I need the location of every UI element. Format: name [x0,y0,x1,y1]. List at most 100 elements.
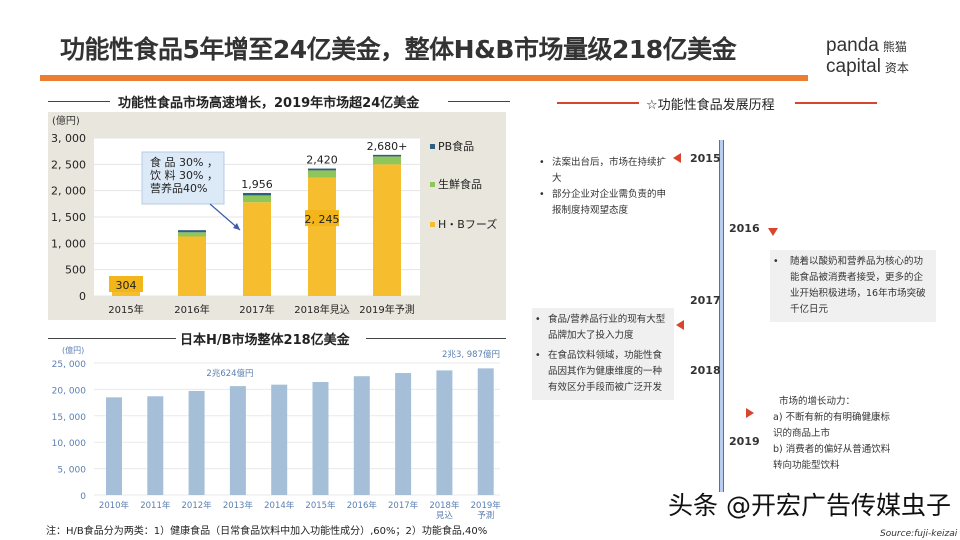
slide-title: 功能性食品5年增至24亿美金，整体H&B市场量级218亿美金 [60,35,737,64]
y-axis-unit: (億円) [52,114,80,127]
legend-swatch [430,182,435,187]
x-tick-label: 2018年見込 [294,303,349,316]
y-tick-label: 15, 000 [52,413,87,423]
panda-capital-logo: panda 熊猫 capital 资本 [826,36,909,78]
divider [448,101,510,102]
year-2015: 2015 [690,152,721,165]
arrow-down-icon [768,228,778,236]
logo-text: capital [826,56,881,77]
legend-swatch [430,222,435,227]
x-tick-label: 2019年 [471,500,502,511]
timeline-title: ☆功能性食品发展历程 [646,98,775,113]
bar [477,368,494,495]
annotation-2019: 2兆3, 987億円 [442,349,500,360]
annotation-box [141,151,225,205]
divider [795,102,877,104]
logo-cn: 熊猫 [882,40,907,54]
x-tick-label: 2011年 [140,500,171,511]
y-tick-label: 2, 000 [51,185,86,198]
annotation-text: 食 品 30% ， [150,155,218,169]
bar-segment [308,170,336,178]
x-tick-label: 2014年 [264,500,295,511]
bar-segment [178,232,206,237]
y-tick-label: 2, 500 [51,158,86,171]
bar-segment [178,236,206,296]
year-2016: 2016 [729,222,760,235]
timeline-box-2017: 食品/营养品行业的现有大型品牌加大了投入力度 在食品饮料领域，功能性食品因其作为… [532,308,674,400]
legend-label: 生鮮食品 [438,177,482,191]
x-tick-label: 予測 [477,510,494,521]
bar [106,397,122,495]
bar-segment [308,168,336,171]
y-tick-label: 500 [65,264,86,277]
bar [147,396,164,495]
y-tick-label: 3, 000 [51,132,86,145]
y-tick-label: 1, 500 [51,211,86,224]
timeline-box-2015: 法案出台后，市场在持续扩大 部分企业对企业需负责的申报制度持观望态度 [536,155,666,219]
divider [48,338,176,339]
bar-segment [373,156,401,165]
timeline-box-2019: 市场的增长动力： a) 不断有新的有明确健康标识的商品上市 b) 消费者的偏好从… [773,394,898,474]
bar [395,373,412,495]
annotation-2013: 2兆624億円 [206,368,253,379]
divider [366,338,506,339]
x-tick-label: 2013年 [223,500,254,511]
total-label: 1,956 [241,178,273,191]
source: Source:fuji-keizai [880,529,958,539]
x-tick-label: 2015年 [305,500,336,511]
bar-segment [178,230,206,233]
year-2018: 2018 [690,364,721,377]
functional-food-stacked-bar-chart: (億円) 0 500 1, 000 1, 500 2, 000 2, 500 3, 000 20… [48,112,506,320]
label-bg [109,276,143,292]
divider [557,102,639,104]
bullet: 法案出台后，市场在持续扩大 [536,155,666,187]
legend-label: PB食品 [438,139,474,153]
total-label: 2,420 [306,154,338,167]
x-tick-label: 2018年 [429,500,460,511]
y-tick-label: 0 [80,492,86,502]
x-tick-label: 2017年 [239,303,274,316]
total-label: 2,680+ [367,140,408,153]
x-tick-label: 2016年 [174,303,209,316]
legend-swatch [430,144,435,149]
hb-market-bar-chart: (億円) 0 5, 000 10, 000 15, 000 20, 000 25, 000 2… [52,345,502,521]
watermark: 头条 @开宏广告传媒虫子 [668,491,951,520]
bullet: 随着以酸奶和营养品为核心的功能食品被消费者接受，更多的企业开始积极进场，16年市… [770,254,932,318]
bar-segment [243,202,271,296]
bar [229,386,246,495]
annotation-text: 营养品40% [150,181,207,195]
bar [436,370,453,495]
item-b: b) 消费者的偏好从普通饮料转向功能型饮料 [773,444,891,471]
x-tick-label: 2016年 [347,500,378,511]
year-2017: 2017 [690,294,721,307]
inner-label: 304 [116,279,137,292]
logo-text: panda [826,35,879,56]
footnote: 注：H/B食品分为两类：1）健康食品（日常食品饮料中加入功能性成分）,60%；2… [46,526,488,537]
chart2-title: 日本H/B市场整体218亿美金 [180,333,350,348]
y-tick-label: 0 [79,290,86,303]
bar-segment [373,164,401,296]
arrow-right-icon [746,408,754,418]
arrow-head-icon [233,223,240,230]
title-underline [40,75,808,81]
arrow-left-icon [676,320,684,330]
y-tick-label: 20, 000 [52,386,87,396]
y-tick-label: 10, 000 [52,439,87,449]
bar-segment [243,192,271,196]
bar [271,384,288,495]
bar-segment [308,177,336,296]
bar-segment [373,154,401,157]
label-bg [305,210,339,227]
x-tick-label: 2012年 [182,500,213,511]
chart1-title: 功能性食品市场高速增长，2019年市场超24亿美金 [118,96,420,111]
bullet: 部分企业对企业需负责的申报制度持观望态度 [536,187,666,219]
logo-cn: 资本 [884,61,909,75]
x-tick-label: 2017年 [388,500,419,511]
bar [188,390,205,495]
timeline-box-2016: 随着以酸奶和营养品为核心的功能食品被消费者接受，更多的企业开始积极进场，16年市… [770,250,936,322]
y-tick-label: 5, 000 [57,466,86,476]
x-tick-label: 見込 [436,510,454,521]
bar [353,376,370,495]
year-2019: 2019 [729,435,760,448]
bullet: 在食品饮料领域，功能性食品因其作为健康维度的一种有效区分手段而被广泛开发 [532,348,670,396]
